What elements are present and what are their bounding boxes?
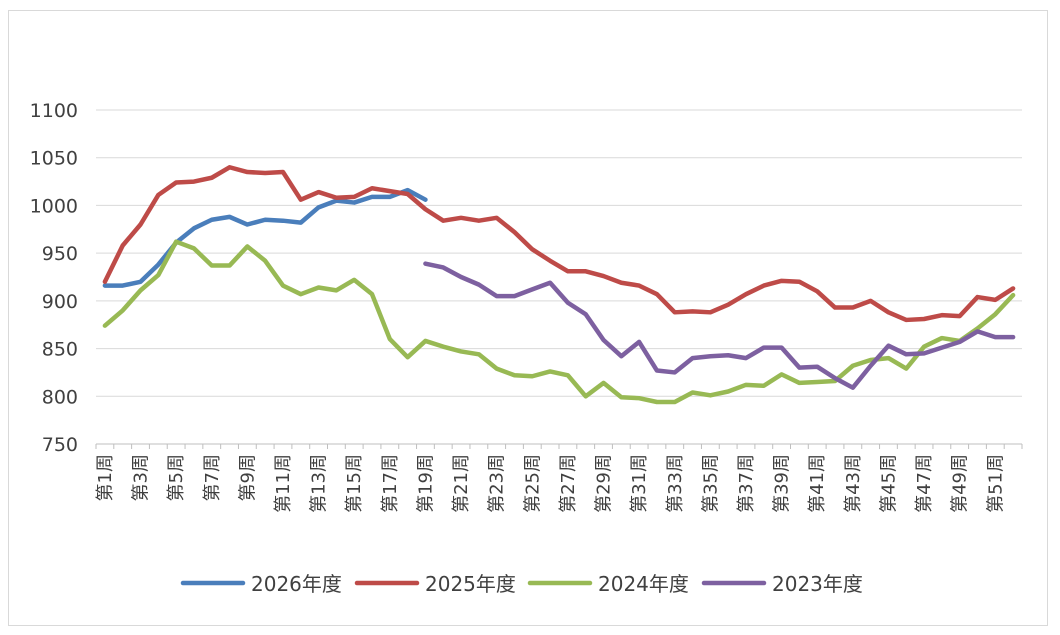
- x-tick-label: 第3周: [131, 454, 152, 501]
- x-tick-label: 第25周: [522, 454, 543, 513]
- x-tick-label: 第49周: [950, 454, 971, 513]
- x-tick-label: 第19周: [415, 454, 436, 513]
- x-tick-label: 第5周: [166, 454, 187, 501]
- x-tick-label: 第23周: [487, 454, 508, 513]
- x-tick-label: 第11周: [273, 454, 294, 513]
- y-tick-label: 800: [42, 386, 78, 408]
- legend-label-3: 2023年度: [772, 572, 863, 596]
- x-tick-label: 第51周: [985, 454, 1006, 513]
- gridlines: [96, 109, 1022, 397]
- y-tick-label: 1000: [30, 195, 78, 217]
- y-tick-label: 750: [42, 434, 78, 456]
- series-line-1: [102, 165, 1016, 323]
- legend: 2026年度 2025年度 2024年度 2023年度: [180, 572, 863, 596]
- x-tick-label: 第9周: [237, 454, 258, 501]
- series-line-3: [423, 261, 1016, 390]
- series-lines: [102, 165, 1016, 405]
- series-line-0: [102, 187, 428, 288]
- legend-label-1: 2025年度: [425, 572, 516, 596]
- y-tick-label: 950: [42, 243, 78, 265]
- x-tick-label: 第47周: [914, 454, 935, 513]
- x-tick-label: 第43周: [843, 454, 864, 513]
- x-tick-label: 第15周: [344, 454, 365, 513]
- x-tick-label: 第41周: [807, 454, 828, 513]
- x-tick-label: 第17周: [380, 454, 401, 513]
- chart-frame: [8, 10, 1048, 626]
- x-tick-label: 第1周: [95, 454, 116, 501]
- x-tick-label: 第7周: [202, 454, 223, 501]
- x-tick-label: 第31周: [629, 454, 650, 513]
- series-line-2: [102, 239, 1016, 405]
- legend-label-2: 2024年度: [598, 572, 689, 596]
- x-tick-label: 第39周: [772, 454, 793, 513]
- y-tick-label: 900: [42, 291, 78, 313]
- x-tick-label: 第29周: [594, 454, 615, 513]
- x-tick-label: 第27周: [558, 454, 579, 513]
- x-tick-label: 第45周: [878, 454, 899, 513]
- x-axis: [95, 443, 1023, 449]
- x-tick-label: 第37周: [736, 454, 757, 513]
- x-tick-label: 第33周: [665, 454, 686, 513]
- x-tick-label: 第35周: [700, 454, 721, 513]
- y-tick-label: 850: [42, 339, 78, 361]
- x-tick-label: 第21周: [451, 454, 472, 513]
- y-tick-label: 1100: [30, 100, 78, 122]
- legend-label-0: 2026年度: [251, 572, 342, 596]
- y-axis-ticks: 750 800 850 900 950 1000 1050 1100: [30, 100, 78, 456]
- x-tick-label: 第13周: [309, 454, 330, 513]
- x-axis-ticks: 第1周 第3周 第5周 第7周 第9周 第11周 第13周 第15周 第17周 第19周 第21周第…: [95, 454, 1006, 513]
- y-tick-label: 1050: [30, 148, 78, 170]
